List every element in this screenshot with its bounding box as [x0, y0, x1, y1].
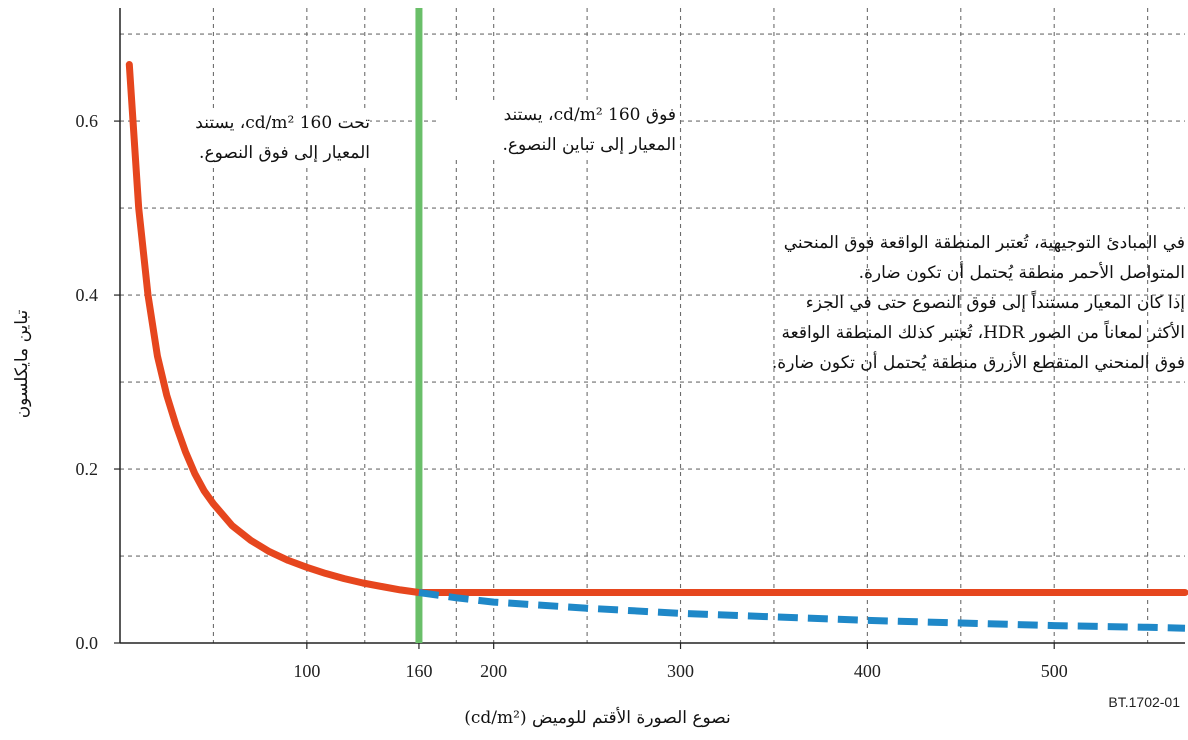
- tick-labels: 100 160 200 300 400 500 0.0 0.2 0.4 0.6: [76, 111, 1068, 681]
- x-tick-label: 300: [667, 661, 694, 681]
- annotation-guidance-line-2: المتواصل الأحمر منطقة يُحتمل أن تكون ضار…: [858, 263, 1185, 283]
- annotation-below-threshold: تحت cd/m² 160، يستند المعيار إلى فوق الن…: [140, 108, 370, 168]
- y-tick-label: 0.2: [76, 459, 99, 479]
- annotation-guidance-line-4: الأكثر لمعاناً من الصور HDR، تُعتبر كذلك…: [781, 323, 1185, 343]
- x-tick-label: 500: [1041, 661, 1068, 681]
- annotation-guidance-line-5: فوق المنحني المتقطع الأزرق منطقة يُحتمل …: [771, 353, 1185, 373]
- annotation-above-threshold: فوق cd/m² 160، يستند المعيار إلى تباين ا…: [438, 100, 676, 160]
- y-tick-label: 0.4: [76, 285, 99, 305]
- series-lines: [125, 61, 1188, 632]
- x-tick-label: 100: [293, 661, 320, 681]
- annotation-above-line-2: المعيار إلى تباين النصوع.: [502, 135, 676, 155]
- x-axis-label: نصوع الصورة الأقتم للوميض (cd/m²): [464, 708, 731, 728]
- annotation-guidance-line-1: في المبادئ التوجيهية، تُعتبر المنطقة الو…: [783, 233, 1185, 253]
- annotation-above-line-1: فوق cd/m² 160، يستند: [503, 105, 676, 125]
- annotation-below-line-1: تحت cd/m² 160، يستند: [195, 113, 370, 133]
- annotation-guidance: في المبادئ التوجيهية، تُعتبر المنطقة الو…: [675, 228, 1185, 378]
- axes: [119, 8, 1185, 644]
- x-tick-label: 160: [405, 661, 432, 681]
- y-axis-label: تباين مايكلسون: [12, 309, 32, 419]
- y-tick-label: 0.6: [76, 111, 99, 131]
- series-line-red-solid: [125, 61, 1188, 596]
- y-tick-label: 0.0: [76, 633, 99, 653]
- figure-reference: BT.1702-01: [1108, 694, 1180, 710]
- x-tick-label: 200: [480, 661, 507, 681]
- series-line-blue-dashed: [418, 589, 1186, 632]
- annotation-below-line-2: المعيار إلى فوق النصوع.: [199, 143, 370, 163]
- x-tick-label: 400: [854, 661, 881, 681]
- annotation-guidance-line-3: إذا كان المعيار مستنداً إلى فوق النصوع ح…: [805, 293, 1185, 313]
